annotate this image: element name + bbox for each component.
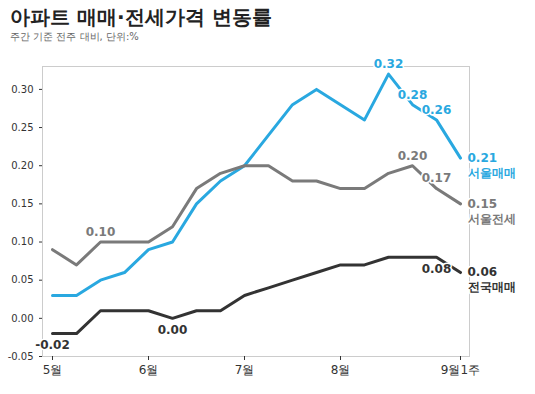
- svg-text:9월1주: 9월1주: [441, 363, 480, 377]
- svg-text:0.10: 0.10: [86, 225, 116, 239]
- svg-text:5월: 5월: [43, 363, 63, 377]
- svg-text:0.00: 0.00: [11, 313, 33, 324]
- svg-text:0.05: 0.05: [11, 274, 33, 285]
- svg-text:0.20: 0.20: [11, 160, 33, 171]
- svg-text:서울매매: 서울매매: [468, 166, 516, 180]
- svg-text:-0.02: -0.02: [35, 338, 70, 352]
- svg-text:0.32: 0.32: [374, 57, 404, 71]
- svg-text:0.20: 0.20: [398, 149, 428, 163]
- svg-text:7월: 7월: [235, 363, 255, 377]
- svg-text:0.08: 0.08: [422, 262, 452, 276]
- svg-text:0.30: 0.30: [11, 84, 33, 95]
- svg-text:0.00: 0.00: [158, 323, 188, 337]
- svg-text:8월: 8월: [331, 363, 351, 377]
- svg-text:-0.05: -0.05: [8, 351, 34, 362]
- svg-text:0.15: 0.15: [11, 198, 33, 209]
- svg-text:서울전세: 서울전세: [468, 212, 516, 226]
- html-text:주간 기준 전주 대비, 단위:%: 주간 기준 전주 대비, 단위:%: [10, 31, 139, 42]
- svg-text:0.25: 0.25: [11, 122, 33, 133]
- svg-text:0.26: 0.26: [422, 103, 452, 117]
- svg-text:0.28: 0.28: [398, 87, 428, 101]
- svg-text:0.21: 0.21: [468, 151, 498, 165]
- svg-text:전국매매: 전국매매: [468, 280, 516, 294]
- svg-text:0.10: 0.10: [11, 236, 33, 247]
- html-text:아파트 매매·전세가격 변동률: 아파트 매매·전세가격 변동률: [10, 5, 272, 29]
- svg-text:0.15: 0.15: [468, 197, 498, 211]
- svg-text:0.06: 0.06: [468, 265, 498, 279]
- svg-text:0.17: 0.17: [422, 171, 452, 185]
- svg-text:6월: 6월: [139, 363, 159, 377]
